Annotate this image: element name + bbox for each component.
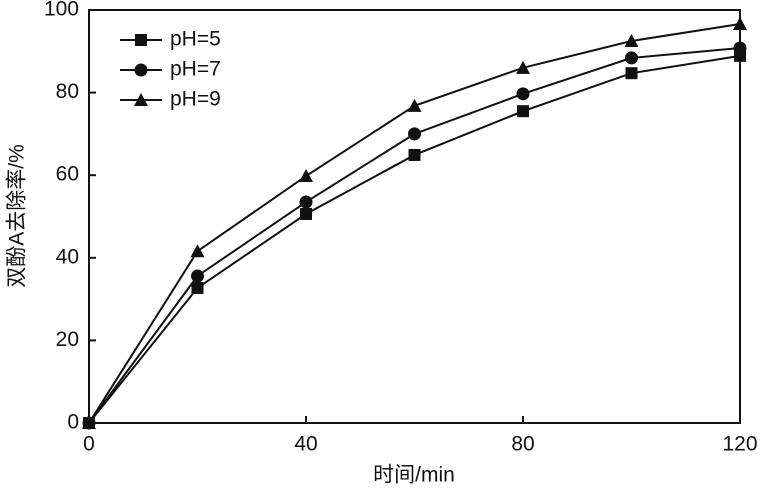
- legend-marker: [135, 34, 147, 46]
- x-tick-label: 80: [511, 433, 534, 456]
- y-tick-label: 40: [56, 245, 79, 268]
- y-tick-label: 60: [56, 163, 79, 186]
- data-point: [300, 208, 312, 221]
- y-tick-label: 80: [56, 80, 79, 103]
- x-tick-label: 0: [83, 433, 95, 456]
- legend-label: pH=5: [170, 28, 221, 51]
- y-tick-label: 100: [44, 0, 79, 21]
- data-point: [625, 51, 638, 65]
- data-point: [733, 41, 747, 55]
- data-point: [625, 67, 638, 80]
- plot-frame: [88, 9, 741, 424]
- data-point: [82, 416, 96, 429]
- data-point: [624, 33, 639, 47]
- data-point: [407, 98, 422, 112]
- data-point: [408, 127, 421, 141]
- legend-marker: [134, 63, 148, 77]
- legend-label: pH=7: [170, 58, 221, 81]
- data-point: [190, 244, 205, 258]
- legend-marker: [134, 93, 148, 106]
- x-tick-label: 40: [294, 433, 317, 456]
- data-point: [516, 87, 530, 101]
- legend-label: pH=9: [170, 88, 221, 111]
- data-point: [516, 60, 530, 74]
- data-point: [408, 148, 421, 161]
- y-tick-label: 20: [56, 328, 79, 351]
- data-point: [517, 105, 529, 118]
- data-point: [191, 269, 204, 283]
- data-point: [299, 195, 313, 209]
- data-point: [191, 281, 204, 294]
- y-tick-label: 0: [67, 411, 79, 434]
- x-axis-title: 时间/min: [373, 464, 455, 487]
- data-point: [733, 17, 747, 31]
- data-point: [299, 169, 313, 183]
- x-tick-label: 120: [722, 433, 757, 456]
- series-line: [88, 23, 741, 424]
- y-axis-title: 双酚A去除率/%: [6, 144, 29, 288]
